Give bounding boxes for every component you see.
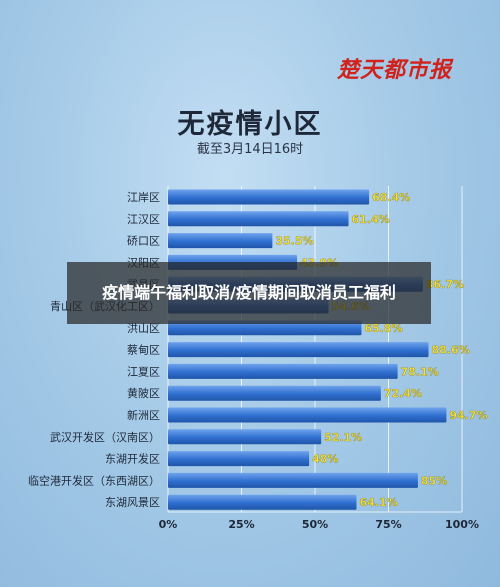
value-label: 65.8% [364, 322, 402, 335]
value-label: 72.4% [384, 387, 422, 400]
category-label: 江夏区 [127, 365, 160, 378]
category-label: 江岸区 [127, 191, 160, 204]
bar [168, 429, 322, 445]
category-label: 蔡甸区 [127, 344, 160, 357]
chart-subtitle: 截至3月14日16时 [196, 142, 304, 157]
category-label: 东湖风景区 [105, 496, 160, 509]
value-label: 85% [421, 474, 447, 487]
value-label: 68.4% [372, 191, 410, 204]
x-tick-label: 100% [445, 518, 479, 531]
category-label: 洪山区 [127, 321, 160, 335]
category-label: 新洲区 [127, 408, 160, 422]
bar [168, 211, 349, 227]
bar [168, 233, 273, 249]
category-label: 东湖开发区 [105, 452, 160, 466]
value-label: 78.1% [401, 365, 439, 378]
value-label: 52.1% [324, 431, 362, 444]
bar [168, 451, 310, 467]
value-label: 35.5% [275, 235, 313, 248]
value-label: 61.4% [352, 213, 390, 226]
bar [168, 342, 429, 358]
x-tick-label: 25% [228, 518, 254, 531]
bar [168, 472, 418, 488]
brand-logo: 楚天都市报 [336, 57, 452, 83]
bar [168, 363, 398, 379]
article-title: 疫情端午福利取消/疫情期间取消员工福利 [102, 283, 396, 302]
category-label: 武汉开发区（汉南区） [50, 430, 160, 444]
value-label: 64.1% [359, 496, 397, 509]
category-label: 临空港开发区（东西湖区） [28, 473, 160, 487]
bar [168, 189, 370, 205]
value-label: 48% [312, 453, 338, 466]
category-label: 江汉区 [127, 213, 160, 226]
category-label: 硚口区 [127, 235, 160, 248]
bar [168, 494, 357, 510]
x-tick-label: 0% [159, 518, 178, 531]
chart-title: 无疫情小区 [177, 109, 323, 140]
bar [168, 407, 447, 423]
x-tick-label: 75% [375, 518, 401, 531]
value-label: 88.6% [431, 344, 469, 357]
bar [168, 320, 362, 336]
x-tick-label: 50% [302, 518, 328, 531]
article-title-banner: 疫情端午福利取消/疫情期间取消员工福利 [67, 262, 431, 324]
category-label: 黄陂区 [127, 386, 160, 400]
value-label: 94.7% [449, 409, 487, 422]
value-label: 86.7% [426, 278, 464, 291]
bar [168, 385, 381, 401]
